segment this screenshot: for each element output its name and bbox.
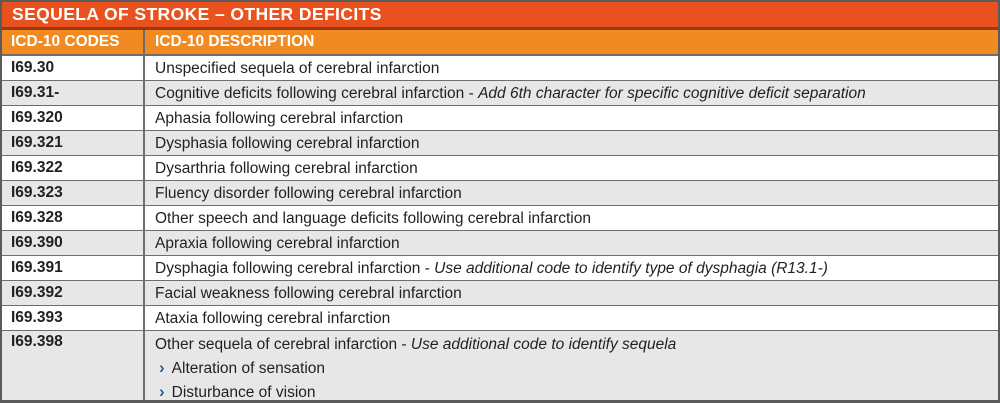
icd-description-cell: Cognitive deficits following cerebral in… <box>145 81 998 105</box>
column-header-row: ICD-10 CODES ICD-10 DESCRIPTION <box>2 30 998 56</box>
table-row: I69.320 Aphasia following cerebral infar… <box>2 106 998 131</box>
bullet-text: Disturbance of vision <box>171 384 316 401</box>
table-row: I69.30 Unspecified sequela of cerebral i… <box>2 56 998 81</box>
note-separator: - <box>464 84 479 102</box>
icd-code: I69.390 <box>2 231 145 255</box>
description-line: Dysphasia following cerebral infarction <box>155 132 420 155</box>
description-line: Facial weakness following cerebral infar… <box>155 282 462 305</box>
table-row: I69.393 Ataxia following cerebral infarc… <box>2 306 998 331</box>
coding-note: Use additional code to identify sequela <box>410 336 677 353</box>
table-row: I69.321 Dysphasia following cerebral inf… <box>2 131 998 156</box>
icd-code: I69.31- <box>2 81 145 105</box>
icd-code: I69.30 <box>2 56 145 80</box>
icd-description-cell: Apraxia following cerebral infarction <box>145 231 998 255</box>
icd-description-cell: Other sequela of cerebral infarction - U… <box>145 331 998 401</box>
table-row: I69.322 Dysarthria following cerebral in… <box>2 156 998 181</box>
coding-note: Add 6th character for specific cognitive… <box>478 84 866 102</box>
description-text: Dysarthria following cerebral infarction <box>155 159 418 177</box>
description-text: Apraxia following cerebral infarction <box>155 234 400 252</box>
column-header-codes: ICD-10 CODES <box>2 30 145 54</box>
table-row: I69.398 Other sequela of cerebral infarc… <box>2 331 998 401</box>
coding-note: Use additional code to identify type of … <box>434 259 828 277</box>
description-text: Unspecified sequela of cerebral infarcti… <box>155 59 440 77</box>
icd-code: I69.320 <box>2 106 145 130</box>
icd-code: I69.393 <box>2 306 145 330</box>
description-text: Dysphagia following cerebral infarction <box>155 259 421 277</box>
description-line: Fluency disorder following cerebral infa… <box>155 182 462 205</box>
note-separator: - <box>420 259 435 277</box>
icd-description-cell: Fluency disorder following cerebral infa… <box>145 181 998 205</box>
description-line: Other speech and language deficits follo… <box>155 207 591 230</box>
icd-description-cell: Facial weakness following cerebral infar… <box>145 281 998 305</box>
table-title: SEQUELA OF STROKE – OTHER DEFICITS <box>12 4 382 24</box>
description-text: Cognitive deficits following cerebral in… <box>155 84 465 102</box>
table-body: I69.30 Unspecified sequela of cerebral i… <box>2 56 998 401</box>
note-separator: - <box>397 336 411 353</box>
icd-description-cell: Ataxia following cerebral infarction <box>145 306 998 330</box>
icd-code: I69.322 <box>2 156 145 180</box>
description-line: Dysphagia following cerebral infarction … <box>155 257 828 280</box>
description-line: Aphasia following cerebral infarction <box>155 107 403 130</box>
bullet-text: Alteration of sensation <box>171 360 326 377</box>
icd-code: I69.323 <box>2 181 145 205</box>
icd-description-cell: Dysphasia following cerebral infarction <box>145 131 998 155</box>
description-text: Other sequela of cerebral infarction <box>155 336 398 353</box>
chevron-bullet-icon: › <box>159 382 165 401</box>
icd-description-cell: Aphasia following cerebral infarction <box>145 106 998 130</box>
table-title-bar: SEQUELA OF STROKE – OTHER DEFICITS <box>2 2 998 30</box>
description-line: Dysarthria following cerebral infarction <box>155 157 418 180</box>
description-line: Apraxia following cerebral infarction <box>155 232 400 255</box>
table-row: I69.323 Fluency disorder following cereb… <box>2 181 998 206</box>
icd-code: I69.398 <box>2 331 145 400</box>
table-row: I69.392 Facial weakness following cerebr… <box>2 281 998 306</box>
bullet-item: › Alteration of sensation <box>155 356 325 380</box>
icd-description-cell: Dysphagia following cerebral infarction … <box>145 256 998 280</box>
description-text: Ataxia following cerebral infarction <box>155 309 391 327</box>
icd-code: I69.392 <box>2 281 145 305</box>
description-line: Other sequela of cerebral infarction - U… <box>155 333 676 356</box>
table-row: I69.391 Dysphagia following cerebral inf… <box>2 256 998 281</box>
bullet-item: › Disturbance of vision <box>155 380 316 401</box>
chevron-bullet-icon: › <box>159 358 165 377</box>
description-text: Fluency disorder following cerebral infa… <box>155 184 462 202</box>
icd-code: I69.391 <box>2 256 145 280</box>
description-text: Aphasia following cerebral infarction <box>155 109 404 127</box>
description-line: Cognitive deficits following cerebral in… <box>155 82 866 105</box>
icd-code: I69.328 <box>2 206 145 230</box>
description-text: Dysphasia following cerebral infarction <box>155 134 420 152</box>
description-text: Other speech and language deficits follo… <box>155 209 591 227</box>
description-text: Facial weakness following cerebral infar… <box>155 284 462 302</box>
icd-description-cell: Other speech and language deficits follo… <box>145 206 998 230</box>
table-row: I69.31- Cognitive deficits following cer… <box>2 81 998 106</box>
description-line: Unspecified sequela of cerebral infarcti… <box>155 57 439 80</box>
column-header-description: ICD-10 DESCRIPTION <box>155 33 315 50</box>
table-row: I69.328 Other speech and language defici… <box>2 206 998 231</box>
icd-code: I69.321 <box>2 131 145 155</box>
table-row: I69.390 Apraxia following cerebral infar… <box>2 231 998 256</box>
icd-description-cell: Dysarthria following cerebral infarction <box>145 156 998 180</box>
description-line: Ataxia following cerebral infarction <box>155 307 390 330</box>
icd-description-cell: Unspecified sequela of cerebral infarcti… <box>145 56 998 80</box>
